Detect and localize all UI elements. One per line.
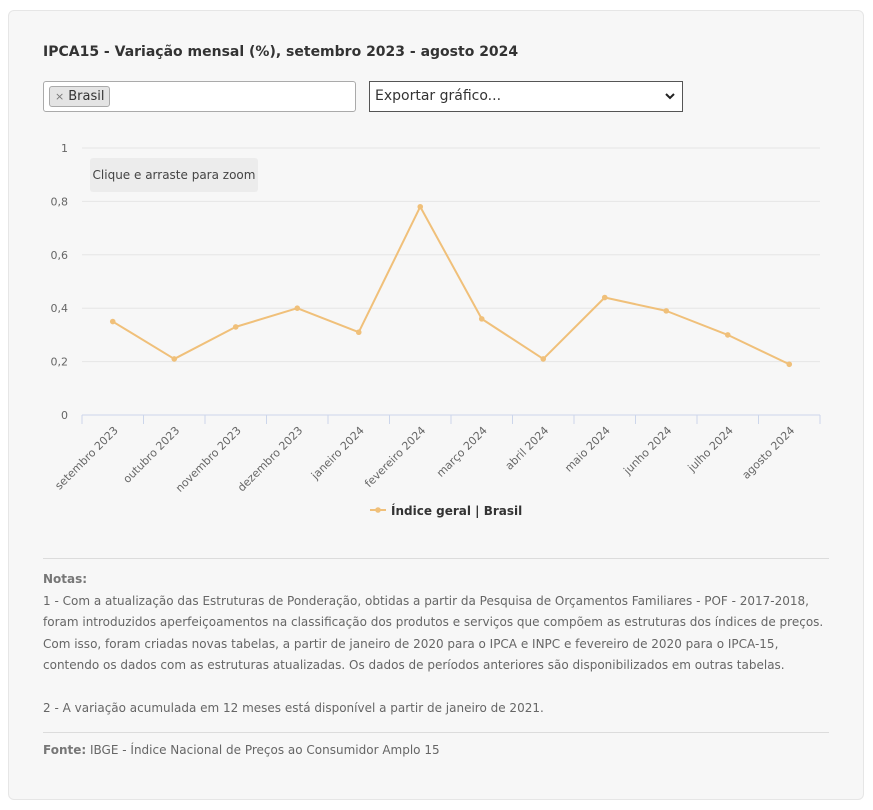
note-1: 1 - Com a atualização das Estruturas de … <box>43 593 824 673</box>
zoom-hint: Clique e arraste para zoom <box>90 158 258 192</box>
data-point <box>601 294 608 301</box>
y-tick-label: 0,2 <box>51 356 69 369</box>
data-point <box>171 356 178 362</box>
x-tick-label: fevereiro 2024 <box>362 424 428 490</box>
x-tick-label: abril 2024 <box>503 424 552 473</box>
data-point <box>294 305 301 312</box>
source-label: Fonte: <box>43 743 87 757</box>
data-point <box>417 203 424 210</box>
source-line: Fonte: IBGE - Índice Nacional de Preços … <box>43 732 829 757</box>
x-tick-label: outubro 2023 <box>121 424 183 486</box>
x-tick-label: julho 2024 <box>685 424 736 475</box>
data-point <box>663 308 670 314</box>
data-point <box>478 316 485 322</box>
y-tick-label: 0 <box>61 409 68 422</box>
selected-tag-brasil: × Brasil <box>49 86 111 107</box>
chevron-down-icon <box>664 82 676 122</box>
remove-tag-icon[interactable]: × <box>55 90 65 103</box>
x-tick-label: novembro 2023 <box>173 424 244 495</box>
region-filter-input[interactable]: × Brasil <box>43 81 356 112</box>
legend-label: Índice geral | Brasil <box>391 503 522 518</box>
y-tick-label: 0,8 <box>51 195 69 208</box>
data-point <box>724 332 731 338</box>
data-point <box>786 361 793 368</box>
x-tick-label: março 2024 <box>434 424 490 480</box>
data-point <box>540 356 547 362</box>
y-tick-label: 0,6 <box>51 249 69 262</box>
y-tick-label: 0,4 <box>51 302 69 315</box>
x-tick-label: dezembro 2023 <box>235 424 305 494</box>
notes-section: Notas: 1 - Com a atualização das Estrutu… <box>43 558 829 719</box>
x-tick-label: junho 2024 <box>620 424 674 478</box>
legend-marker <box>375 507 381 513</box>
line-chart[interactable]: 0 0,2 0,4 0,6 0,8 1 setembro 2023 outubro 2023n… <box>0 0 873 540</box>
x-tick-label: maio 2024 <box>562 424 613 475</box>
series-line <box>112 205 790 366</box>
y-tick-label: 1 <box>61 142 68 155</box>
export-select-value: Exportar gráfico... <box>375 88 502 104</box>
chart-card <box>8 10 864 800</box>
source-text: IBGE - Índice Nacional de Preços ao Cons… <box>90 743 440 757</box>
data-point <box>232 324 239 330</box>
export-chart-select[interactable]: Exportar gráfico... <box>369 81 683 112</box>
notes-label: Notas: <box>43 572 88 586</box>
data-point <box>355 329 362 336</box>
x-tick-label: janeiro 2024 <box>308 424 367 483</box>
note-2: 2 - A variação acumulada em 12 meses est… <box>43 700 544 715</box>
chart-title: IPCA15 - Variação mensal (%), setembro 2… <box>43 44 519 60</box>
selected-tag-label: Brasil <box>68 89 105 104</box>
data-point <box>109 318 116 325</box>
x-tick-label: setembro 2023 <box>52 424 120 492</box>
x-tick-label: agosto 2024 <box>740 424 798 482</box>
